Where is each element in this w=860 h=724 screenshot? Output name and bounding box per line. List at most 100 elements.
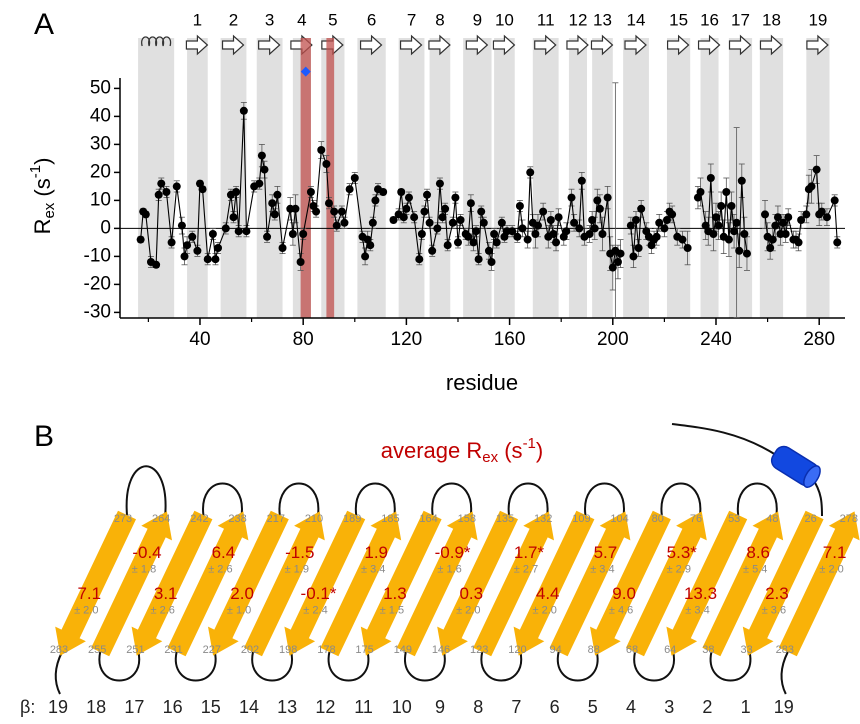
x-tick-label: 80 bbox=[293, 329, 314, 350]
average-rex: 6.4 bbox=[212, 543, 236, 562]
rex-error: ± 5.4 bbox=[743, 563, 767, 575]
data-point bbox=[577, 176, 586, 185]
strand-icon bbox=[590, 34, 614, 56]
data-point bbox=[593, 196, 602, 205]
data-point bbox=[469, 238, 478, 247]
data-point bbox=[603, 193, 612, 202]
beta-label: 11 bbox=[354, 697, 373, 717]
data-point bbox=[549, 230, 558, 238]
residue-bottom: 88 bbox=[588, 644, 600, 656]
data-point bbox=[616, 249, 625, 258]
data-point bbox=[737, 176, 746, 185]
data-point bbox=[453, 238, 462, 247]
beta-strand bbox=[131, 510, 213, 656]
residue-bottom: 283 bbox=[776, 644, 794, 656]
average-rex: 5.3* bbox=[667, 543, 698, 562]
beta-prefix: β: bbox=[20, 697, 35, 717]
residue-bottom: 149 bbox=[394, 644, 412, 656]
strand-icon bbox=[534, 34, 557, 56]
y-tick-label: 10 bbox=[90, 189, 111, 210]
data-point bbox=[332, 221, 341, 230]
data-point bbox=[740, 230, 749, 238]
data-point bbox=[211, 255, 220, 264]
beta-strand bbox=[91, 511, 172, 657]
loop bbox=[125, 465, 167, 516]
data-point bbox=[768, 235, 777, 244]
loop bbox=[736, 482, 778, 516]
average-rex: -0.9* bbox=[435, 543, 471, 562]
data-point bbox=[714, 221, 723, 230]
data-point bbox=[306, 188, 315, 196]
average-rex: 13.3 bbox=[684, 584, 717, 603]
loop bbox=[709, 651, 752, 682]
data-point bbox=[771, 221, 780, 230]
data-point bbox=[193, 246, 202, 255]
data-point bbox=[655, 218, 664, 227]
panel-label: A bbox=[34, 8, 54, 41]
helix-cylinder bbox=[671, 423, 823, 517]
beta-strand bbox=[778, 511, 860, 657]
rex-error: ± 4.6 bbox=[609, 604, 633, 616]
beta-label: 14 bbox=[239, 697, 259, 717]
data-point bbox=[588, 216, 597, 224]
data-point bbox=[518, 224, 527, 233]
residue-top: 264 bbox=[152, 513, 170, 525]
residue-bottom: 255 bbox=[88, 644, 106, 656]
strand-region bbox=[592, 38, 613, 318]
beta-label: 5 bbox=[588, 697, 598, 717]
data-point bbox=[546, 216, 555, 224]
strand-region bbox=[494, 38, 515, 318]
strand-label: 5 bbox=[328, 10, 337, 29]
beta-strand bbox=[590, 510, 671, 656]
marker bbox=[300, 66, 311, 77]
data-point bbox=[322, 160, 331, 168]
data-point bbox=[466, 199, 475, 208]
beta-label: 18 bbox=[86, 697, 106, 717]
strand-icon bbox=[806, 34, 829, 56]
data-point bbox=[683, 244, 692, 252]
data-point bbox=[678, 235, 687, 244]
data-point bbox=[709, 230, 718, 238]
residue-top: 135 bbox=[496, 513, 514, 525]
strand-icon bbox=[399, 34, 423, 56]
strand-label: 3 bbox=[265, 10, 274, 29]
strand-icon bbox=[185, 34, 209, 56]
y-label-main: R bbox=[30, 219, 55, 235]
data-point bbox=[732, 218, 741, 227]
data-point bbox=[797, 216, 806, 224]
strand-icon bbox=[697, 34, 721, 56]
highlight-region bbox=[300, 38, 311, 318]
residue-bottom: 120 bbox=[508, 644, 526, 656]
y-label-sup: -1 bbox=[27, 165, 44, 178]
data-point bbox=[368, 218, 377, 227]
strand-label: 14 bbox=[627, 10, 646, 29]
data-point bbox=[660, 224, 669, 233]
data-point bbox=[585, 230, 594, 238]
residue-bottom: 94 bbox=[549, 644, 561, 656]
data-point bbox=[296, 258, 305, 266]
strand-icon bbox=[359, 34, 383, 56]
average-rex: -1.5 bbox=[285, 543, 314, 562]
data-point bbox=[340, 218, 349, 227]
strand-icon bbox=[258, 34, 281, 56]
data-point bbox=[484, 246, 493, 255]
data-point bbox=[830, 196, 839, 205]
beta-strand bbox=[55, 510, 137, 656]
data-point bbox=[399, 213, 408, 222]
y-tick-label: 30 bbox=[90, 133, 111, 154]
data-point bbox=[366, 241, 375, 250]
data-point bbox=[299, 230, 308, 238]
data-point bbox=[337, 207, 346, 216]
strand-region bbox=[568, 38, 587, 318]
rex-error: ± 3.4 bbox=[590, 563, 614, 575]
strand-icon bbox=[624, 34, 647, 56]
residue-bottom: 146 bbox=[432, 644, 450, 656]
cylinder-end bbox=[803, 465, 821, 489]
data-point bbox=[717, 202, 726, 210]
x-tick-label: 240 bbox=[700, 329, 732, 350]
data-point bbox=[472, 227, 481, 236]
rex-error: ± 2.0 bbox=[533, 604, 557, 616]
data-point bbox=[389, 216, 398, 224]
loop bbox=[780, 651, 789, 695]
beta-label: 16 bbox=[163, 697, 183, 717]
